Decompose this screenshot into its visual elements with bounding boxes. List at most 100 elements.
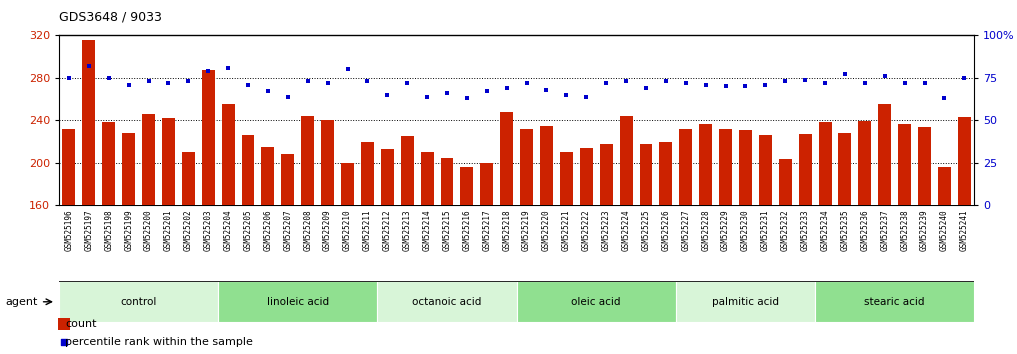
Text: GSM525215: GSM525215 <box>442 209 452 251</box>
Text: octanoic acid: octanoic acid <box>412 297 482 307</box>
Bar <box>858 121 872 354</box>
Point <box>937 96 953 101</box>
Text: GSM525222: GSM525222 <box>582 209 591 251</box>
Bar <box>82 40 96 354</box>
Bar <box>676 281 815 322</box>
Text: palmitic acid: palmitic acid <box>712 297 779 307</box>
Bar <box>759 135 772 354</box>
Point <box>220 65 236 70</box>
Bar <box>798 134 812 354</box>
Bar <box>520 129 533 354</box>
Bar <box>401 136 414 354</box>
Text: GSM525216: GSM525216 <box>463 209 472 251</box>
Bar <box>219 281 377 322</box>
Bar <box>958 117 971 354</box>
Text: GSM525230: GSM525230 <box>741 209 750 251</box>
Point <box>638 85 654 91</box>
Text: GSM525203: GSM525203 <box>203 209 213 251</box>
Point <box>916 80 933 86</box>
Bar <box>819 122 832 354</box>
Point <box>677 80 694 86</box>
Text: GSM525218: GSM525218 <box>502 209 512 251</box>
Bar <box>242 135 254 354</box>
Bar <box>898 124 911 354</box>
Point <box>61 75 77 81</box>
Bar <box>879 104 891 354</box>
Point <box>359 79 375 84</box>
Text: GSM525233: GSM525233 <box>800 209 810 251</box>
Bar <box>779 159 791 354</box>
Bar <box>739 130 752 354</box>
Point <box>698 82 714 87</box>
Bar <box>619 116 633 354</box>
Point <box>956 75 972 81</box>
Bar <box>838 133 851 354</box>
Text: GSM525204: GSM525204 <box>224 209 233 251</box>
Bar <box>62 129 75 354</box>
Text: GSM525239: GSM525239 <box>920 209 930 251</box>
Point <box>419 94 435 99</box>
Point <box>817 80 833 86</box>
Point <box>558 92 575 98</box>
Point <box>797 77 814 82</box>
Text: oleic acid: oleic acid <box>572 297 621 307</box>
Bar <box>938 167 951 354</box>
Point <box>479 88 495 94</box>
Bar <box>580 148 593 354</box>
Text: linoleic acid: linoleic acid <box>266 297 328 307</box>
Text: GSM525197: GSM525197 <box>84 209 94 251</box>
Text: GSM525202: GSM525202 <box>184 209 193 251</box>
Bar <box>719 129 732 354</box>
Text: GSM525199: GSM525199 <box>124 209 133 251</box>
Bar <box>182 152 195 354</box>
Point <box>856 80 873 86</box>
Bar <box>421 152 433 354</box>
Text: GSM525221: GSM525221 <box>561 209 571 251</box>
Point <box>161 80 177 86</box>
Text: GSM525226: GSM525226 <box>661 209 670 251</box>
Text: GSM525211: GSM525211 <box>363 209 372 251</box>
Text: GSM525200: GSM525200 <box>144 209 153 251</box>
Bar <box>301 116 314 354</box>
Text: GSM525207: GSM525207 <box>284 209 292 251</box>
Point <box>140 79 157 84</box>
Bar <box>679 129 693 354</box>
Text: GSM525227: GSM525227 <box>681 209 691 251</box>
Point <box>538 87 554 93</box>
Text: GSM525223: GSM525223 <box>602 209 610 251</box>
Text: GSM525214: GSM525214 <box>423 209 431 251</box>
Text: percentile rank within the sample: percentile rank within the sample <box>65 337 253 347</box>
Point <box>80 63 97 69</box>
Bar <box>201 70 215 354</box>
Text: GSM525241: GSM525241 <box>960 209 969 251</box>
Point <box>758 82 774 87</box>
Text: GSM525220: GSM525220 <box>542 209 551 251</box>
Bar <box>600 144 612 354</box>
Point <box>259 88 276 94</box>
Bar <box>440 158 454 354</box>
Bar <box>380 149 394 354</box>
Text: GDS3648 / 9033: GDS3648 / 9033 <box>59 11 162 24</box>
Text: GSM525235: GSM525235 <box>840 209 849 251</box>
Text: GSM525217: GSM525217 <box>482 209 491 251</box>
Text: GSM525237: GSM525237 <box>881 209 889 251</box>
Point <box>101 75 117 81</box>
Text: control: control <box>120 297 157 307</box>
Point <box>837 72 853 77</box>
Point <box>319 80 336 86</box>
Point <box>439 90 456 96</box>
Text: GSM525231: GSM525231 <box>761 209 770 251</box>
Point <box>340 67 356 72</box>
Text: GSM525225: GSM525225 <box>642 209 651 251</box>
Bar <box>659 142 672 354</box>
Bar <box>815 281 974 322</box>
Bar <box>59 281 219 322</box>
Text: GSM525206: GSM525206 <box>263 209 273 251</box>
Point <box>777 79 793 84</box>
Bar <box>122 133 135 354</box>
Bar <box>282 154 294 354</box>
Text: GSM525196: GSM525196 <box>64 209 73 251</box>
Point <box>578 94 594 99</box>
Bar <box>103 122 115 354</box>
Text: GSM525229: GSM525229 <box>721 209 730 251</box>
